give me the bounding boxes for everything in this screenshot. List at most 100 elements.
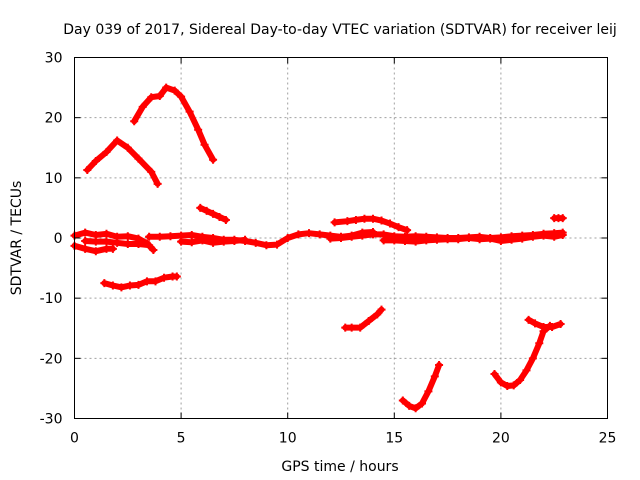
- data-point: [356, 323, 365, 332]
- data-point: [177, 237, 186, 246]
- data-point: [172, 272, 181, 281]
- y-tick-label: 0: [54, 231, 63, 247]
- data-point: [153, 179, 162, 188]
- data-point: [138, 102, 147, 111]
- data-point: [486, 234, 495, 243]
- data-point: [142, 277, 151, 286]
- data-point: [531, 319, 540, 328]
- data-point: [187, 238, 196, 247]
- data-point: [528, 354, 537, 363]
- y-tick-label: -30: [40, 412, 63, 428]
- data-point: [91, 237, 100, 246]
- data-point: [283, 234, 292, 242]
- data-point: [294, 230, 303, 239]
- data-point: [326, 234, 335, 243]
- data-point: [221, 215, 230, 224]
- data-point: [435, 360, 444, 369]
- data-point: [145, 241, 154, 250]
- data-point: [403, 226, 412, 235]
- data-point: [134, 280, 143, 289]
- data-point: [490, 369, 499, 378]
- data-point: [443, 235, 452, 244]
- data-point: [108, 244, 117, 253]
- data-point: [155, 232, 164, 241]
- data-point: [123, 240, 132, 249]
- data-point: [125, 281, 134, 290]
- data-point: [113, 238, 122, 247]
- data-point: [379, 236, 388, 245]
- chart-title: Day 039 of 2017, Sidereal Day-to-day VTE…: [63, 22, 617, 38]
- data-point: [373, 310, 382, 319]
- series-track: [101, 273, 180, 291]
- data-point: [117, 283, 126, 292]
- data-point: [273, 240, 282, 249]
- series-track: [84, 137, 161, 187]
- data-point: [123, 232, 132, 241]
- data-point: [123, 143, 132, 152]
- data-point: [528, 232, 537, 241]
- y-axis-title: SDTVAR / TECUs: [9, 181, 25, 296]
- data-point: [215, 212, 224, 221]
- data-point: [548, 323, 557, 332]
- data-point: [262, 241, 271, 250]
- data-point: [100, 279, 109, 288]
- data-point: [113, 136, 122, 145]
- data-point: [386, 219, 395, 228]
- series-arc-a: [83, 136, 162, 188]
- data-point: [91, 156, 100, 165]
- data-point: [418, 399, 427, 408]
- data-point: [337, 234, 345, 242]
- data-point: [535, 339, 544, 348]
- data-point: [343, 217, 352, 226]
- data-point: [411, 404, 420, 413]
- data-point: [230, 237, 239, 246]
- data-point: [209, 209, 218, 218]
- data-point: [558, 214, 567, 223]
- data-point: [550, 232, 559, 241]
- data-point: [405, 401, 414, 410]
- data-point: [351, 215, 360, 224]
- data-point: [539, 231, 548, 240]
- data-point: [422, 236, 431, 245]
- data-point: [454, 235, 463, 244]
- data-point: [516, 375, 525, 384]
- data-point: [145, 232, 154, 241]
- y-tick-label: -20: [40, 351, 63, 367]
- x-tick-label: 25: [599, 431, 617, 447]
- data-point: [108, 281, 117, 290]
- data-point: [509, 381, 518, 390]
- data-point: [524, 315, 533, 324]
- data-point: [209, 155, 218, 164]
- data-point: [209, 238, 218, 247]
- data-point: [360, 214, 369, 223]
- y-tick-label: 10: [45, 171, 63, 187]
- series-arc-h: [177, 235, 250, 247]
- data-point: [430, 372, 439, 381]
- series-arc-q: [550, 214, 567, 223]
- data-point: [558, 230, 567, 239]
- data-point: [507, 235, 516, 244]
- data-point: [398, 396, 407, 405]
- data-point: [315, 230, 324, 239]
- data-point: [160, 273, 169, 282]
- data-point: [83, 166, 92, 175]
- series-arc-n: [398, 360, 444, 413]
- data-point: [187, 230, 196, 239]
- axis-ticks: 0 5 10 15 20 25 -30 -20 -10 0 10 20 30: [40, 51, 617, 447]
- data-point: [411, 237, 420, 246]
- x-tick-label: 0: [70, 431, 79, 447]
- data-point: [358, 231, 367, 240]
- data-point: [377, 305, 386, 314]
- data-point: [368, 214, 377, 223]
- series-arc-c: [196, 203, 230, 224]
- series-track: [491, 322, 553, 389]
- data-point: [539, 323, 548, 332]
- data-point: [102, 237, 111, 246]
- data-point: [219, 237, 228, 246]
- data-point: [185, 107, 194, 116]
- data-point: [394, 223, 403, 232]
- data-point: [155, 92, 164, 101]
- series-track: [399, 362, 443, 412]
- data-point: [364, 317, 373, 326]
